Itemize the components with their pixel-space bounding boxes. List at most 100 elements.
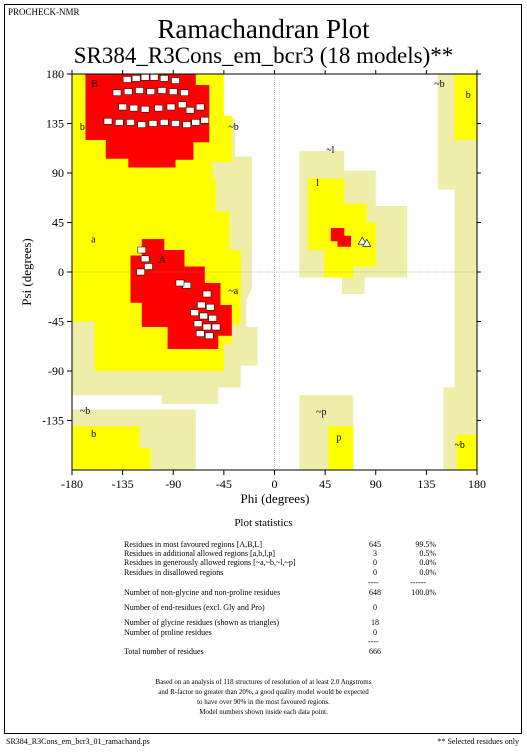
region-labels: Bb ~b ~l l a A ~a ~b b ~p p ~b b ~b: [80, 79, 471, 451]
residue-marker: [103, 118, 113, 125]
region-label: p: [336, 432, 341, 443]
residue-marker: [118, 103, 127, 111]
residue-marker: [126, 119, 135, 126]
residue-marker: [140, 255, 150, 263]
residue-marker: [178, 101, 187, 109]
residue-marker: [197, 301, 206, 309]
stats-row-percent: 0.5%: [419, 549, 436, 558]
residue-marker: [135, 87, 144, 94]
residue-marker: [199, 312, 208, 320]
residue-marker: [211, 323, 221, 331]
stats-row-count: 666: [369, 647, 381, 656]
stats-row-count: 0: [373, 628, 377, 637]
stats-title: Plot statistics: [234, 517, 293, 529]
residue-marker: [154, 104, 163, 112]
residue-marker: [160, 75, 169, 82]
favoured-region-L: [330, 228, 351, 247]
residue-marker: [131, 75, 141, 82]
residue-marker: [129, 104, 139, 112]
stats-separator: ------: [410, 578, 426, 587]
favoured-region-A: [130, 239, 232, 349]
footnote-line: and R-factor no greater than 20%, a good…: [158, 688, 369, 696]
residue-marker: [136, 268, 145, 276]
residue-marker: [191, 119, 200, 126]
residue-marker: [144, 263, 153, 270]
y-tick-label: 90: [52, 166, 64, 180]
residue-marker: [148, 120, 158, 127]
allowed-region-b-bottom: [72, 426, 151, 470]
residue-marker: [169, 88, 178, 95]
y-tick-label: 45: [52, 216, 64, 230]
residue-marker: [112, 89, 122, 96]
residue-marker: [171, 77, 180, 84]
residue-marker: [160, 119, 169, 126]
region-label: a: [91, 234, 96, 245]
footer-filename: SR384_R3Cons_em_bcr3_01_ramachand.ps: [6, 737, 150, 746]
stats-row-label: Residues in most favoured regions [A,B,L…: [124, 540, 262, 549]
region-label: l: [316, 178, 319, 189]
allowed-region-p: [328, 426, 354, 470]
x-tick-label: 0: [272, 477, 278, 491]
residue-marker: [137, 121, 146, 128]
stats-row-count: 3: [373, 549, 377, 558]
plot-regions: [72, 74, 477, 470]
residue-marker: [115, 119, 124, 126]
stats-row-count: 648: [369, 588, 381, 597]
x-axis-label: Phi (degrees): [241, 491, 310, 506]
footnote-line: Based on an analysis of 118 structures o…: [155, 678, 372, 686]
stats-row-label: Total number of residues: [124, 647, 204, 656]
stats-row-percent: 99.5%: [415, 540, 436, 549]
residue-marker: [202, 323, 212, 331]
stats-footnote: Based on an analysis of 118 structures o…: [0, 677, 527, 717]
region-label: ~b: [455, 440, 465, 451]
stats-row-percent: 0.0%: [419, 568, 436, 577]
glycine-triangle: [362, 238, 372, 247]
x-tick-label: -180: [61, 477, 83, 491]
residue-marker: [196, 103, 205, 111]
residue-marker: [122, 76, 132, 83]
stats-row-label: Number of non-glycine and non-proline re…: [124, 588, 281, 597]
allowed-region-b-corner: [456, 434, 477, 470]
region-label: A: [159, 255, 167, 266]
generous-region-right: [437, 74, 477, 470]
stats-row-count: 0: [373, 568, 377, 577]
glycine-triangle: [357, 236, 367, 245]
footnote-line: to have over 90% in the most favoured re…: [197, 698, 330, 706]
x-tick-label: 90: [370, 477, 382, 491]
data-points: [103, 74, 372, 340]
favoured-region-B: [85, 74, 210, 168]
residue-marker: [157, 87, 167, 94]
residue-marker: [200, 116, 209, 124]
residue-marker: [137, 246, 146, 254]
x-tick-label: 180: [468, 477, 486, 491]
stats-row-label: Number of end-residues (excl. Gly and Pr…: [124, 603, 265, 612]
stats-row-label: Residues in disallowed regions: [124, 568, 224, 577]
stats-row-percent: 0.0%: [419, 558, 436, 567]
axis-ticks: -180 -135 -90 -45 0 45 90 135 180 180 135 90 45 0 -45 -…: [42, 67, 486, 491]
x-tick-label: -45: [216, 477, 232, 491]
y-axis-label: Psi (degrees): [19, 238, 34, 306]
stats-row-label: Residues in additional allowed regions […: [124, 549, 276, 558]
stats-row-count: 645: [369, 540, 381, 549]
residue-marker: [146, 88, 155, 95]
x-tick-label: 45: [319, 477, 331, 491]
residue-marker: [166, 103, 176, 111]
y-tick-label: 180: [46, 67, 64, 81]
residue-marker: [140, 74, 150, 81]
residue-marker: [175, 279, 185, 287]
region-label: ~l: [326, 145, 334, 156]
residue-marker: [149, 74, 159, 81]
y-tick-label: -45: [48, 315, 64, 329]
region-label: ~a: [228, 286, 238, 297]
residue-marker: [202, 290, 212, 298]
footnote-line: Model numbers shown inside each data poi…: [199, 708, 328, 716]
stats-row-percent: 100.0%: [411, 588, 436, 597]
residue-marker: [185, 107, 195, 114]
footer-note: ** Selected residues only: [437, 737, 519, 746]
residue-marker: [182, 121, 191, 128]
residue-marker: [190, 309, 199, 316]
region-label: ~p: [316, 407, 326, 418]
y-tick-label: 0: [58, 265, 64, 279]
residue-marker: [124, 88, 133, 95]
program-label: PROCHECK-NMR: [8, 7, 80, 17]
